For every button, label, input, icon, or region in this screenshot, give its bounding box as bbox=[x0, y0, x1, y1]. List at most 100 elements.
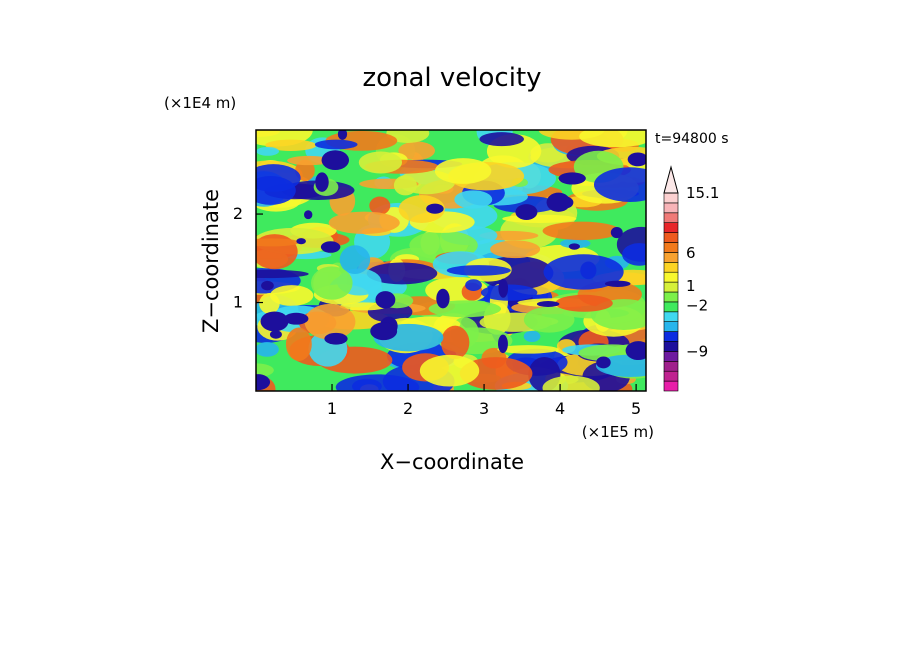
field-contour-patch bbox=[393, 175, 417, 196]
field-contour-patch bbox=[256, 342, 279, 357]
field-contour-patch bbox=[269, 330, 282, 339]
field-contour-patch bbox=[375, 291, 396, 309]
colorbar-swatch bbox=[663, 222, 679, 233]
x-tick-label: 2 bbox=[403, 399, 413, 418]
field-contour-patch bbox=[498, 334, 508, 354]
field-contour-patch bbox=[256, 363, 274, 378]
field-contour-patch bbox=[259, 293, 280, 314]
field-contour-patch bbox=[459, 357, 533, 390]
field-contour-patch bbox=[604, 280, 631, 287]
field-contour-patch bbox=[339, 245, 371, 275]
field-contour-patch bbox=[579, 130, 646, 148]
colorbar-swatch bbox=[663, 331, 679, 342]
colorbar-swatch bbox=[663, 232, 679, 243]
field-contour-patch bbox=[283, 312, 309, 325]
field-contour-patch bbox=[426, 203, 444, 214]
x-tick-label: 4 bbox=[555, 399, 565, 418]
field-contour-patch bbox=[315, 172, 329, 192]
field-contour-patch bbox=[386, 130, 430, 144]
y-tick-label: 2 bbox=[233, 204, 243, 223]
field-contour-patch bbox=[543, 254, 624, 290]
colorbar-label: −2 bbox=[686, 296, 708, 314]
colorbar-swatch bbox=[663, 252, 679, 263]
colorbar-swatch bbox=[663, 321, 679, 332]
field-contour-patch bbox=[311, 266, 353, 300]
colorbar-swatch bbox=[663, 351, 679, 362]
field-contour-patch bbox=[546, 192, 571, 212]
colorbar-label: 6 bbox=[686, 244, 696, 262]
colorbar: 15.1 6 1−2 −9 bbox=[663, 165, 719, 392]
field-contour-patch bbox=[366, 262, 438, 285]
x-tick-label: 3 bbox=[479, 399, 489, 418]
field-contour-patch bbox=[568, 243, 580, 250]
field-contour-patch bbox=[523, 330, 541, 342]
field-contour-patch bbox=[339, 302, 388, 311]
colorbar-max-arrow bbox=[663, 165, 679, 194]
colorbar-swatch bbox=[663, 212, 679, 224]
field-contour-patch bbox=[434, 158, 492, 184]
colorbar-swatch bbox=[663, 271, 679, 283]
field-contour-patch bbox=[555, 294, 613, 312]
field-contour-patch bbox=[610, 227, 623, 239]
y-axis-title: Z−coordinate bbox=[199, 189, 223, 333]
colorbar-swatch bbox=[663, 291, 679, 303]
field-contour-patch bbox=[465, 279, 482, 292]
field-contour-patch bbox=[320, 241, 341, 253]
colorbar-swatch bbox=[663, 301, 679, 313]
field-contour-patch bbox=[515, 204, 538, 221]
field-contour-patch bbox=[593, 167, 646, 202]
field-contour-patch bbox=[324, 332, 348, 345]
field-contour-patch bbox=[479, 132, 524, 147]
colorbar-label: 1 bbox=[686, 277, 696, 295]
colorbar-swatch bbox=[663, 281, 679, 293]
field-contour-patch bbox=[256, 238, 300, 247]
field-contour-patch bbox=[256, 269, 309, 279]
colorbar-label: −9 bbox=[686, 343, 708, 361]
field-contour-patch bbox=[622, 243, 646, 266]
y-scale-label: (×1E4 m) bbox=[164, 94, 236, 112]
field-contour-patch bbox=[454, 190, 493, 209]
colorbar-swatch bbox=[663, 192, 679, 204]
y-axis: 12 bbox=[233, 204, 263, 312]
colorbar-swatch bbox=[663, 341, 679, 352]
x-axis: 1 2 3 4 5 bbox=[327, 384, 641, 418]
x-tick-label: 5 bbox=[631, 399, 641, 418]
colorbar-swatch bbox=[663, 202, 679, 214]
colorbar-swatch bbox=[663, 380, 679, 392]
field-contour-patch bbox=[296, 238, 306, 245]
field-contour-patch bbox=[358, 151, 403, 174]
field-contour-patch bbox=[256, 176, 296, 205]
field-contour-patch bbox=[260, 311, 289, 332]
field-contour-patch bbox=[269, 285, 314, 306]
field-contour-patch bbox=[398, 141, 436, 160]
field-contour-patch bbox=[596, 356, 611, 369]
colorbar-swatch bbox=[663, 261, 679, 273]
field-contour-patch bbox=[370, 322, 398, 341]
field-contour-patch bbox=[542, 375, 600, 391]
field-contour-patch bbox=[265, 139, 317, 151]
field-contour-patch bbox=[498, 278, 509, 298]
colorbar-swatch bbox=[663, 311, 679, 322]
field-contour-patch bbox=[440, 325, 470, 360]
field-contour-patch bbox=[542, 221, 621, 241]
colorbar-swatch bbox=[663, 242, 679, 253]
field-contour-patch bbox=[314, 139, 358, 150]
field-contour-patch bbox=[490, 240, 541, 259]
field-contour-patch bbox=[304, 210, 313, 220]
x-axis-title: X−coordinate bbox=[380, 450, 524, 474]
field-contour-patch bbox=[446, 265, 511, 276]
heatmap-field bbox=[256, 130, 646, 391]
field-contour-patch bbox=[369, 196, 391, 215]
field-contour-patch bbox=[287, 155, 331, 166]
field-contour-patch bbox=[523, 306, 575, 333]
field-contour-patch bbox=[436, 288, 450, 309]
field-contour-patch bbox=[497, 345, 559, 354]
field-contour-patch bbox=[352, 378, 382, 391]
field-contour-patch bbox=[502, 214, 577, 223]
plot-frame bbox=[255, 129, 647, 392]
field-contour-patch bbox=[337, 130, 348, 140]
chart-title: zonal velocity bbox=[362, 63, 541, 93]
colorbar-swatch bbox=[663, 360, 679, 372]
field-contour-patch bbox=[261, 280, 274, 291]
